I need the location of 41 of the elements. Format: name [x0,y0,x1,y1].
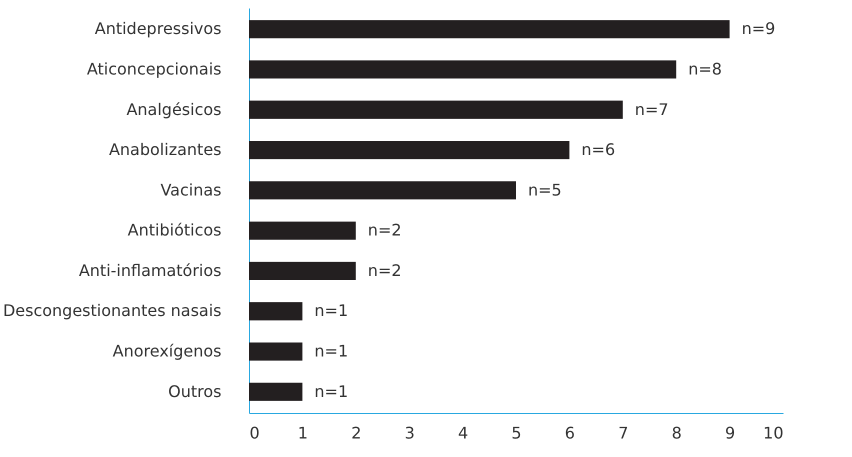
x-tick-label: 6 [564,424,575,442]
data-label: n=7 [634,100,669,119]
data-label: n=1 [314,342,348,361]
y-tick-label: Anorexígenos [112,342,222,361]
bar [249,302,302,320]
y-tick-label: Antibióticos [128,220,222,240]
bar [249,181,516,200]
x-tick-label: 8 [672,424,682,442]
bar [249,100,623,119]
bar [249,140,570,160]
bar [249,20,730,38]
x-tick-label: 3 [404,424,415,442]
bar [249,60,676,79]
y-tick-label: Vacinas [160,180,222,200]
x-tick-label: 9 [725,424,736,442]
data-label: n=1 [314,301,348,320]
bar [249,342,302,361]
x-tick-label: 2 [351,424,362,442]
bar [249,382,302,401]
data-label: n=5 [528,180,562,200]
data-label: n=6 [581,140,616,160]
bar [249,262,356,280]
data-label: n=2 [368,220,402,240]
y-tick-label: Aticoncepcionais [86,59,222,78]
data-label: n=1 [314,382,348,401]
y-tick-label: Anti-inflamatórios [78,260,222,280]
y-tick-label: Analgésicos [126,100,222,119]
x-tick-label: 10 [763,424,784,442]
x-tick-label: 1 [298,424,308,442]
data-label: n=2 [368,260,402,280]
x-tick-label: 4 [458,424,468,442]
data-label: n=9 [742,19,776,38]
x-tick-label: 0 [250,424,260,442]
y-tick-label: Outros [168,382,222,401]
data-label: n=8 [688,59,722,78]
bar [249,222,356,240]
y-tick-label: Descongestionantes nasais [2,301,222,320]
x-tick-label: 7 [618,424,628,442]
x-tick-label: 5 [511,424,522,442]
y-tick-label: Antidepressivos [94,19,222,38]
y-tick-label: Anabolizantes [108,140,222,160]
